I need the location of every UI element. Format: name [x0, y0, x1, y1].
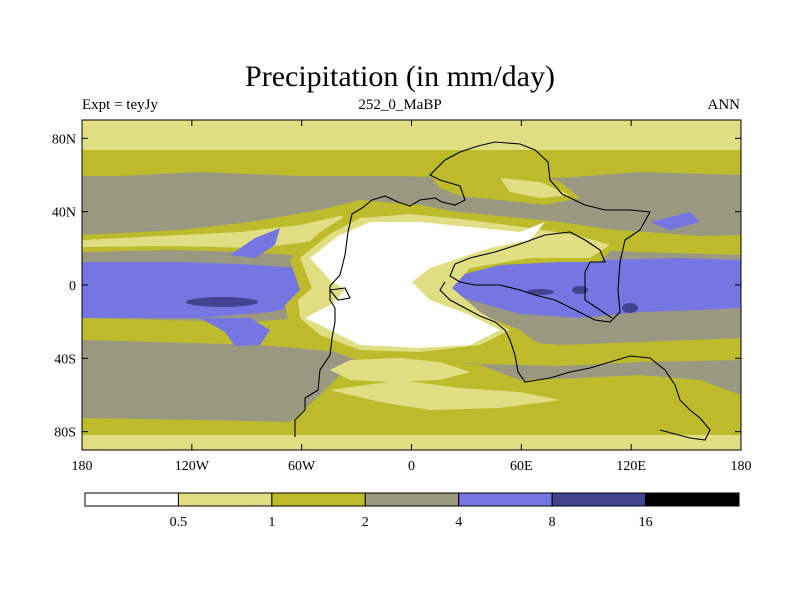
field-band-core-2 [526, 289, 554, 295]
field-band-antarctic [82, 435, 741, 450]
continent-outline-west-coast [328, 287, 351, 301]
colorbar-level-label: 0.5 [170, 515, 188, 530]
field-band-pangea-white [305, 222, 545, 348]
x-tick-label: 180 [731, 459, 752, 474]
y-tick-label: 80N [52, 132, 76, 147]
field-band-arctic-inner [82, 150, 741, 178]
field-band-east-arm [650, 212, 700, 230]
colorbar-level-label: 8 [549, 515, 556, 530]
axis-ticks: 180 120W 60W 0 60E 120E 180 80N 40N 0 40S 80S [52, 120, 752, 474]
y-tick-label: 80S [54, 426, 76, 441]
colorbar-level-label: 2 [362, 515, 369, 530]
x-tick-label: 0 [408, 459, 415, 474]
colorbar-bin [271, 492, 366, 507]
y-tick-label: 0 [69, 279, 76, 294]
x-tick-label: 180 [72, 459, 93, 474]
field-band-north-interior-light [500, 178, 570, 198]
field-band-core-3 [622, 303, 638, 313]
field-band-itcz-east [440, 258, 741, 318]
continent-outline-south [439, 281, 711, 441]
colorbar-bin [645, 492, 740, 507]
season-label: ANN [707, 97, 741, 113]
x-tick-label: 120E [616, 459, 646, 474]
colorbar-level-label: 16 [639, 515, 653, 530]
colorbar: 0.5 1 2 4 8 16 [84, 492, 740, 530]
field-band-north-arm [230, 228, 280, 258]
contour-fields [82, 120, 741, 450]
field-band-southern-dry [330, 358, 470, 382]
time-label: 252_0_MaBP [358, 97, 442, 113]
map-title: Precipitation (in mm/day) [245, 60, 555, 93]
x-tick-label: 60E [510, 459, 533, 474]
colorbar-bin [551, 492, 647, 507]
field-band-itcz-west-lobe [200, 318, 270, 346]
colorbar-level-label: 1 [268, 515, 275, 530]
colorbar-bin [364, 492, 460, 507]
y-tick-label: 40S [54, 352, 76, 367]
field-band-itcz-west [82, 262, 330, 318]
colorbar-bin [84, 492, 179, 507]
colorbar-bin [458, 492, 553, 507]
colorbar-bin [177, 492, 273, 507]
colorbar-level-label: 4 [455, 515, 462, 530]
x-tick-label: 60W [288, 459, 316, 474]
field-band-south-light [330, 380, 560, 410]
field-band-north-light [82, 216, 360, 248]
y-tick-label: 40N [52, 206, 76, 221]
field-band-core-1 [186, 297, 258, 307]
field-band-core-4 [572, 286, 588, 294]
experiment-label: Expt = teyJy [82, 97, 158, 113]
x-tick-label: 120W [175, 459, 210, 474]
continent-outline [294, 141, 651, 437]
